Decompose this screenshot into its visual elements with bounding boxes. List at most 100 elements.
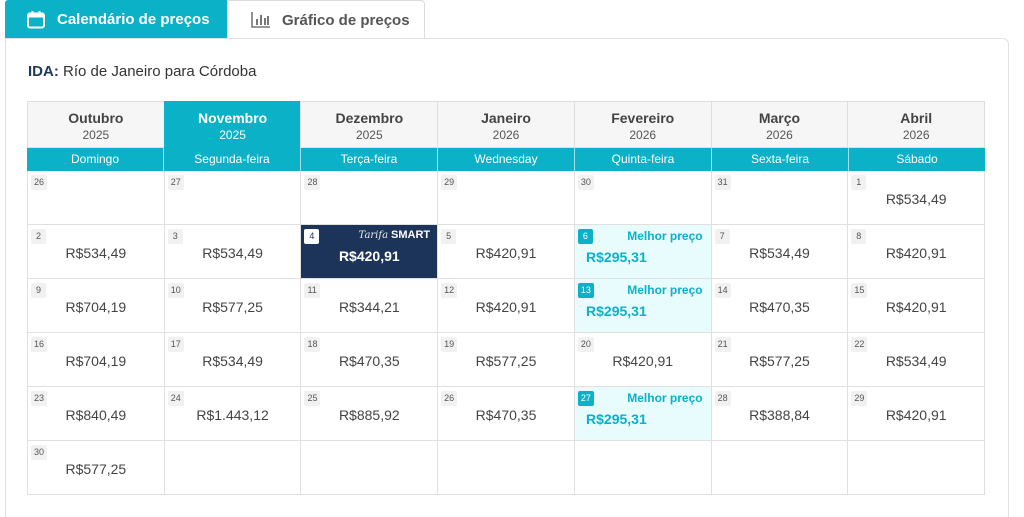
month-name: Dezembro <box>335 110 404 126</box>
calendar-day[interactable]: 19 R$577,25 <box>437 333 574 387</box>
calendar-week-row: 30 R$577,25 <box>27 441 986 495</box>
month-year: 2025 <box>82 128 110 142</box>
calendar-day[interactable]: 28 <box>300 171 438 225</box>
month-year: 2026 <box>766 128 793 142</box>
weekday-label: Quinta-feira <box>575 148 712 171</box>
month-tab-janeiro[interactable]: Janeiro 2026 <box>437 101 574 148</box>
day-number: 21 <box>714 337 731 352</box>
calendar-day[interactable]: 3 R$534,49 <box>163 225 301 279</box>
weekday-label: Terça-feira <box>301 148 438 171</box>
calendar-weeks: 26 27 28 29 30 31 1 R$534,49 2 R$534,49 3 R$534,49 4… <box>27 171 986 495</box>
day-number: 29 <box>851 391 868 406</box>
calendar-day[interactable]: 14 R$470,35 <box>710 279 848 333</box>
calendar-day <box>847 441 986 495</box>
day-number: 26 <box>441 391 458 406</box>
calendar-day[interactable]: 25 R$885,92 <box>300 387 438 441</box>
day-price: R$470,35 <box>338 353 400 369</box>
calendar-day[interactable]: 29 <box>437 171 574 225</box>
calendar-day[interactable]: 31 <box>710 171 848 225</box>
calendar-day[interactable]: 15 R$420,91 <box>847 279 986 333</box>
day-price: R$577,25 <box>202 299 263 315</box>
weekday-header: Domingo Segunda-feira Terça-feira Wednesday… <box>27 148 985 171</box>
day-price: R$295,31 <box>586 411 647 427</box>
day-price: R$420,91 <box>612 353 674 369</box>
weekday-label: Wednesday <box>438 148 575 171</box>
calendar-day[interactable]: 30 R$577,25 <box>27 441 164 495</box>
calendar-day[interactable]: 10 R$577,25 <box>163 279 301 333</box>
month-tab-abril[interactable]: Abril 2026 <box>847 101 986 148</box>
day-price: R$885,92 <box>338 407 400 423</box>
calendar-day[interactable]: 29 R$420,91 <box>847 387 986 441</box>
day-price: R$704,19 <box>65 353 127 369</box>
month-tab-março[interactable]: Março 2026 <box>710 101 848 148</box>
day-price: R$420,91 <box>885 407 947 423</box>
day-price: R$534,49 <box>202 245 263 261</box>
calendar-day[interactable]: 20 R$420,91 <box>573 333 711 387</box>
day-price: R$420,91 <box>475 245 537 261</box>
day-number: 28 <box>714 391 731 406</box>
day-number: 8 <box>851 229 867 244</box>
calendar-day[interactable]: 5 R$420,91 <box>437 225 574 279</box>
bar-chart-icon <box>251 11 271 29</box>
calendar-day[interactable]: 22 R$534,49 <box>847 333 986 387</box>
day-number: 10 <box>167 283 184 298</box>
month-name: Novembro <box>197 110 268 126</box>
calendar-day <box>437 441 574 495</box>
calendar-day[interactable]: 28 R$388,84 <box>710 387 848 441</box>
calendar-week-row: 2 R$534,49 3 R$534,49 4 Tarifa SMART R$420,91 5 R… <box>27 225 986 279</box>
day-number: 18 <box>304 337 321 352</box>
month-tab-dezembro[interactable]: Dezembro 2025 <box>300 101 438 148</box>
day-number: 16 <box>31 337 48 352</box>
calendar-day[interactable]: 11 R$344,21 <box>300 279 438 333</box>
calendar-day[interactable]: 8 R$420,91 <box>847 225 986 279</box>
day-price: R$534,49 <box>65 245 127 261</box>
route-heading: IDA: Río de Janeiro para Córdoba <box>28 63 256 80</box>
month-name: Outubro <box>68 110 124 126</box>
calendar-day[interactable]: 9 R$704,19 <box>27 279 164 333</box>
month-tab-novembro[interactable]: Novembro 2025 <box>163 101 301 148</box>
day-price: R$534,49 <box>749 245 810 261</box>
calendar-day[interactable]: 2 R$534,49 <box>27 225 164 279</box>
smart-bold: SMART <box>391 229 431 241</box>
month-selector: Outubro 2025 Novembro 2025 Dezembro 2025 Janei… <box>27 101 986 148</box>
calendar-day[interactable]: 23 R$840,49 <box>27 387 164 441</box>
calendar-day[interactable]: 16 R$704,19 <box>27 333 164 387</box>
calendar-day-best-price[interactable]: 6 Melhor preço R$295,31 <box>573 225 711 279</box>
weekday-label: Segunda-feira <box>164 148 301 171</box>
calendar-week-row: 9 R$704,19 10 R$577,25 11 R$344,21 12 R$420,91 1… <box>27 279 986 333</box>
calendar-day <box>573 441 711 495</box>
calendar-day[interactable]: 17 R$534,49 <box>163 333 301 387</box>
calendar-day[interactable]: 24 R$1.443,12 <box>163 387 301 441</box>
day-number: 30 <box>31 445 48 460</box>
calendar-day[interactable]: 18 R$470,35 <box>300 333 438 387</box>
day-number: 13 <box>577 283 594 298</box>
month-tab-outubro[interactable]: Outubro 2025 <box>27 101 164 148</box>
tab-label: Calendário de preços <box>57 11 210 28</box>
calendar-day <box>163 441 301 495</box>
calendar-day[interactable]: 1 R$534,49 <box>847 171 986 225</box>
calendar-day-selected[interactable]: 4 Tarifa SMART R$420,91 <box>300 225 438 279</box>
calendar-day <box>710 441 848 495</box>
day-price: R$420,91 <box>885 245 947 261</box>
tab-price-calendar[interactable]: Calendário de preços <box>5 0 227 39</box>
calendar-day[interactable]: 26 <box>27 171 164 225</box>
calendar-day[interactable]: 27 <box>163 171 301 225</box>
calendar-day[interactable]: 21 R$577,25 <box>710 333 848 387</box>
calendar-day-best-price[interactable]: 13 Melhor preço R$295,31 <box>573 279 711 333</box>
day-price: R$577,25 <box>749 353 810 369</box>
day-number: 31 <box>714 175 731 190</box>
best-price-label: Melhor preço <box>627 283 703 297</box>
day-number: 19 <box>441 337 458 352</box>
calendar-day[interactable]: 30 <box>573 171 711 225</box>
tab-price-chart[interactable]: Gráfico de preços <box>227 0 425 39</box>
month-name: Abril <box>900 110 933 126</box>
price-calendar-grid: Outubro 2025 Novembro 2025 Dezembro 2025 Janei… <box>27 101 986 495</box>
month-tab-fevereiro[interactable]: Fevereiro 2026 <box>573 101 711 148</box>
calendar-day[interactable]: 26 R$470,35 <box>437 387 574 441</box>
weekday-label: Sexta-feira <box>712 148 849 171</box>
calendar-day-best-price[interactable]: 27 Melhor preço R$295,31 <box>573 387 711 441</box>
day-number: 9 <box>31 283 46 298</box>
day-number: 12 <box>441 283 458 298</box>
calendar-day[interactable]: 12 R$420,91 <box>437 279 574 333</box>
calendar-day[interactable]: 7 R$534,49 <box>710 225 848 279</box>
